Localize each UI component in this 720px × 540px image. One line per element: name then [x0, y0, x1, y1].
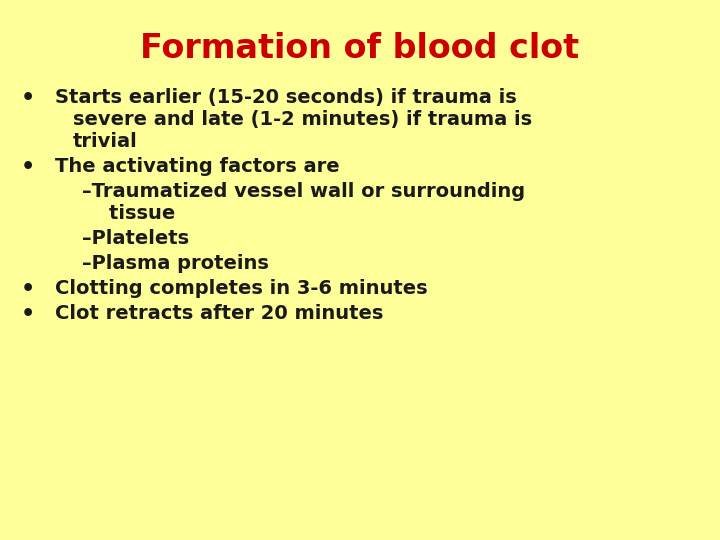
Text: –Traumatized vessel wall or surrounding: –Traumatized vessel wall or surrounding	[82, 182, 525, 201]
Text: •: •	[21, 279, 35, 299]
Text: –Plasma proteins: –Plasma proteins	[82, 254, 269, 273]
Text: •: •	[21, 157, 35, 177]
Text: •: •	[21, 88, 35, 108]
Text: Formation of blood clot: Formation of blood clot	[140, 31, 580, 64]
Text: severe and late (1-2 minutes) if trauma is: severe and late (1-2 minutes) if trauma …	[73, 110, 532, 129]
Text: The activating factors are: The activating factors are	[55, 157, 340, 176]
Text: tissue: tissue	[82, 204, 175, 223]
Text: –Platelets: –Platelets	[82, 229, 189, 248]
Text: Starts earlier (15-20 seconds) if trauma is: Starts earlier (15-20 seconds) if trauma…	[55, 88, 517, 107]
Text: trivial: trivial	[73, 132, 138, 151]
Text: Clotting completes in 3-6 minutes: Clotting completes in 3-6 minutes	[55, 279, 428, 298]
Text: •: •	[21, 304, 35, 324]
Text: Clot retracts after 20 minutes: Clot retracts after 20 minutes	[55, 304, 383, 323]
